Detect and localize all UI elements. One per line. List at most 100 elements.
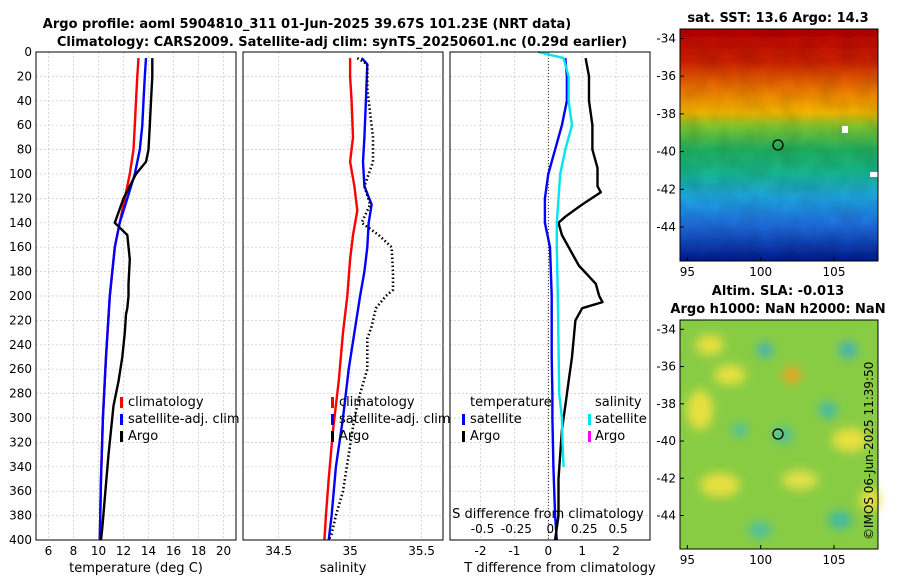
sla-map-y-tick-label: -34 (656, 322, 676, 336)
sla-map-y-tick-label: -44 (656, 508, 676, 522)
difference-series-t-argo (553, 57, 604, 541)
sst-map-title: sat. SST: 13.6 Argo: 14.3 (687, 11, 868, 26)
depth-tick-label: 0 (24, 45, 32, 59)
salinity-diff-tick-label: -0.25 (501, 522, 532, 536)
imos-timestamp: ©IMOS 06-Jun-2025 11:39:50 (862, 361, 876, 540)
legend-label-t-argo: Argo (470, 429, 500, 444)
sla-map-y-tick-label: -38 (656, 397, 676, 411)
temperature-x-tick-label: 10 (91, 544, 106, 558)
salinity-diff-tick-label: 0.5 (609, 522, 628, 536)
depth-tick-label: 140 (9, 216, 32, 230)
sla-map-title-line1: Altim. SLA: -0.013 (712, 284, 844, 299)
difference-x-tick-label: -2 (475, 544, 487, 558)
depth-tick-label: 240 (9, 338, 32, 352)
temperature-x-tick-label: 18 (191, 544, 206, 558)
sla-high (832, 428, 868, 452)
sla-high (696, 335, 724, 355)
legend-label-argo: Argo (128, 429, 158, 444)
depth-tick-label: 280 (9, 387, 32, 401)
salinity-x-axis-label: salinity (320, 561, 367, 576)
sla-map-y-tick-label: -40 (656, 434, 676, 448)
salinity-x-tick-label: 35 (343, 544, 358, 558)
temperature-axes-frame (35, 51, 237, 541)
sla-high (860, 488, 880, 512)
depth-tick-label: 20 (17, 69, 32, 83)
sst-map-x-tick-label: 100 (749, 265, 772, 279)
sla-field-features (687, 335, 880, 538)
depth-tick-label: 360 (9, 484, 32, 498)
depth-tick-label: 80 (17, 143, 32, 157)
sst-map-y-tick-label: -36 (656, 69, 676, 83)
salinity-diff-tick-label: 0.25 (571, 522, 598, 536)
temperature-legend: climatology satellite-adj. clim Argo (120, 395, 240, 444)
sla-map-x-tick-label: 95 (680, 553, 695, 567)
sla-high (782, 470, 818, 490)
legend-swatch-climatology (331, 397, 334, 408)
salinity-diff-axis-title: S difference from climatology (452, 507, 644, 522)
sst-map-frame (679, 28, 879, 262)
sst-land-patch (870, 172, 878, 177)
temperature-panel: 0 20 40 60 80 100 120 140 160 180 200 220 240 260 280 3… (9, 45, 237, 576)
sst-map-y-tick-label: -38 (656, 107, 676, 121)
legend-swatch-s-argo (588, 431, 591, 442)
difference-series-t-satellite (543, 57, 569, 541)
sla-low (732, 423, 748, 437)
salinity-series-satellite-adj-clim (327, 57, 373, 541)
legend-swatch-argo (331, 431, 334, 442)
depth-tick-label: 200 (9, 289, 32, 303)
sla-map-y-tick-label: -36 (656, 360, 676, 374)
sla-high (687, 390, 713, 430)
sla-low (828, 511, 852, 529)
sla-map-frame (679, 319, 879, 550)
temperature-x-axis-label: temperature (deg C) (69, 561, 203, 576)
salinity-axes-frame (242, 51, 444, 541)
salinity-diff-tick-label: 0 (546, 522, 554, 536)
sla-high (700, 473, 740, 497)
salinity-legend: climatology satellite-adj. clim Argo (331, 395, 451, 444)
depth-tick-label: 60 (17, 118, 32, 132)
salinity-series-argo (327, 56, 395, 541)
sla-map-x-tick-label: 100 (749, 553, 772, 567)
sst-map-x-tick-label: 95 (680, 265, 695, 279)
sla-high (714, 365, 746, 385)
sla-peak (783, 367, 801, 383)
sla-map-title-line2: Argo h1000: NaN h2000: NaN (670, 302, 885, 317)
salinity-series-climatology (323, 58, 359, 541)
temperature-series-argo (99, 58, 154, 541)
difference-x-axis-label: T difference from climatology (463, 561, 656, 576)
sla-argo-location-marker (772, 428, 784, 440)
temperature-x-tick-label: 14 (141, 544, 156, 558)
sst-map-y-tick-label: -42 (656, 182, 676, 196)
sst-map: sat. SST: 13.6 Argo: 14.3 95 100 105 -34 -36… (656, 11, 879, 279)
temperature-x-tick-label: 16 (166, 544, 181, 558)
depth-tick-label: 160 (9, 240, 32, 254)
legend-title-salinity: salinity (595, 395, 642, 410)
temperature-x-tick-label: 8 (70, 544, 78, 558)
depth-tick-label: 100 (9, 167, 32, 181)
depth-tick-label: 40 (17, 94, 32, 108)
salinity-panel: 34.5 35 35.5 salinity (242, 51, 444, 576)
sst-map-y-tick-label: -34 (656, 31, 676, 45)
depth-tick-label: 320 (9, 435, 32, 449)
legend-swatch-satellite-adj (120, 414, 123, 425)
legend-label-t-satellite: satellite (470, 412, 522, 427)
difference-x-tick-label: -1 (508, 544, 520, 558)
difference-x-tick-label: 1 (578, 544, 586, 558)
figure-title-line2: Climatology: CARS2009. Satellite-adj cli… (57, 35, 627, 50)
depth-tick-label: 220 (9, 313, 32, 327)
difference-x-tick-label: 2 (612, 544, 620, 558)
legend-swatch-s-satellite (588, 414, 591, 425)
temperature-x-tick-label: 12 (116, 544, 131, 558)
legend-label-argo: Argo (339, 429, 369, 444)
sst-map-y-tick-label: -40 (656, 145, 676, 159)
legend-label-s-argo: Argo (595, 429, 625, 444)
sst-field (680, 29, 878, 261)
difference-legend: temperature satellite Argo salinity sate… (462, 395, 647, 444)
legend-swatch-argo (120, 431, 123, 442)
depth-tick-label: 260 (9, 362, 32, 376)
salinity-x-tick-label: 34.5 (265, 544, 292, 558)
legend-swatch-satellite-adj (331, 414, 334, 425)
sla-map: Altim. SLA: -0.013 Argo h1000: NaN h2000… (656, 284, 885, 567)
depth-tick-label: 400 (9, 533, 32, 547)
